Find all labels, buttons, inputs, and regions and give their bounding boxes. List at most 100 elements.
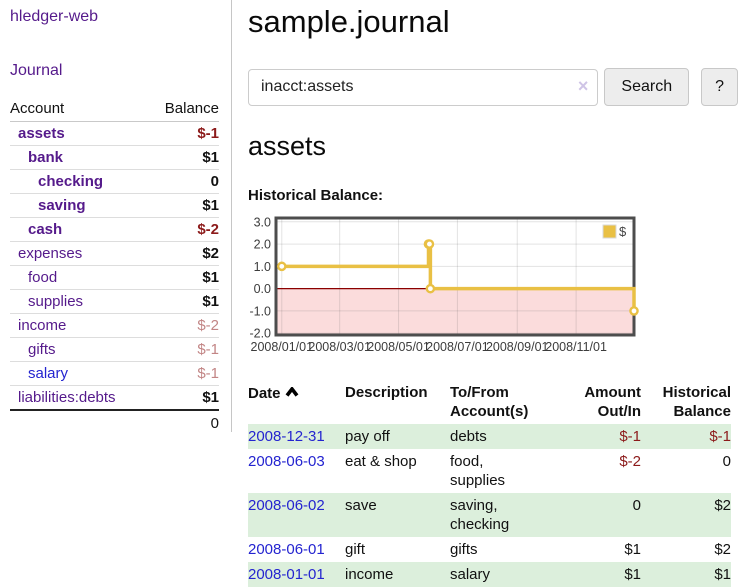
register-balance: $2 — [714, 541, 731, 558]
svg-text:$: $ — [619, 224, 627, 239]
accounts-table: Account Balance assets $-1 bank $1 check… — [10, 97, 219, 436]
svg-text:-2.0: -2.0 — [249, 327, 271, 341]
register-accounts: food, supplies — [450, 453, 506, 489]
svg-text:0.0: 0.0 — [254, 282, 271, 296]
register-amount: $1 — [624, 566, 641, 583]
main-content: sample.journal × Search ? assets Histori… — [248, 0, 738, 587]
register-accounts: salary — [450, 566, 491, 583]
svg-text:1.0: 1.0 — [254, 260, 271, 274]
account-balance: $1 — [148, 193, 219, 218]
register-header-accounts: To/From Account(s) — [450, 384, 529, 420]
account-row: gifts $-1 — [10, 337, 219, 362]
account-link[interactable]: assets — [18, 125, 65, 142]
account-row: cash $-2 — [10, 217, 219, 242]
register-description: income — [345, 566, 394, 583]
register-date-link[interactable]: 2008-06-03 — [248, 453, 325, 470]
register-header-date[interactable]: Date — [248, 380, 345, 424]
register-amount: 0 — [632, 497, 641, 514]
svg-text:2.0: 2.0 — [254, 238, 271, 252]
account-link[interactable]: supplies — [28, 293, 84, 310]
register-date-link[interactable]: 2008-12-31 — [248, 428, 325, 445]
help-button[interactable]: ? — [701, 68, 738, 106]
account-balance: $1 — [148, 265, 219, 290]
accounts-header-balance: Balance — [148, 97, 219, 122]
chart-label: Historical Balance: — [248, 187, 384, 204]
account-balance: $1 — [148, 385, 219, 411]
register-date-link[interactable]: 2008-06-02 — [248, 497, 325, 514]
account-link[interactable]: salary — [28, 365, 69, 382]
register-row: 2008-06-01 gift gifts $1 $2 — [248, 537, 731, 562]
svg-text:-1.0: -1.0 — [249, 304, 271, 318]
register-header-amount: Amount Out/In — [584, 384, 641, 420]
svg-text:2008/03/01: 2008/03/01 — [308, 340, 371, 354]
register-description: eat & shop — [345, 453, 417, 470]
account-balance: $-1 — [148, 361, 219, 386]
accounts-header-row: Account Balance — [10, 97, 219, 122]
register-accounts: debts — [450, 428, 487, 445]
account-link[interactable]: gifts — [28, 341, 56, 358]
account-balance: $-2 — [148, 217, 219, 242]
register-description: gift — [345, 541, 366, 558]
account-row: liabilities:debts $1 — [10, 385, 219, 411]
register-row: 2008-01-01 income salary $1 $1 — [248, 562, 731, 587]
account-link[interactable]: bank — [28, 149, 64, 166]
register-row: 2008-06-03 eat & shop food, supplies $-2… — [248, 449, 731, 493]
account-balance: $-1 — [148, 337, 219, 362]
svg-text:2008/01/01: 2008/01/01 — [251, 340, 314, 354]
register-row: 2008-06-02 save saving, checking 0 $2 — [248, 493, 731, 537]
page-title: sample.journal — [248, 4, 450, 39]
register-description: pay off — [345, 428, 390, 445]
account-row: saving $1 — [10, 193, 219, 218]
register-balance: $1 — [714, 566, 731, 583]
sidebar-item-journal[interactable]: Journal — [10, 62, 63, 79]
svg-text:2008/11/01: 2008/11/01 — [545, 340, 607, 354]
account-link[interactable]: expenses — [18, 245, 83, 262]
account-row: income $-2 — [10, 313, 219, 338]
account-link[interactable]: income — [18, 317, 67, 334]
register-accounts: saving, checking — [450, 497, 510, 533]
register-amount: $-1 — [619, 428, 641, 445]
register-date-link[interactable]: 2008-06-01 — [248, 541, 325, 558]
register-amount: $-2 — [619, 453, 641, 470]
account-balance: 0 — [148, 169, 219, 194]
register-row: 2008-12-31 pay off debts $-1 $-1 — [248, 424, 731, 449]
sort-ascending-icon — [285, 383, 299, 402]
account-row: assets $-1 — [10, 121, 219, 146]
account-row: supplies $1 — [10, 289, 219, 314]
svg-text:2008/07/01: 2008/07/01 — [426, 340, 489, 354]
accounts-header-account: Account — [10, 97, 149, 122]
accounts-total-row: 0 — [10, 409, 219, 436]
account-row: expenses $2 — [10, 241, 219, 266]
register-table: Date Description To/From Account(s) Amou… — [248, 380, 731, 587]
register-header-balance: Historical Balance — [662, 384, 731, 420]
account-balance: $1 — [148, 289, 219, 314]
account-balance: $1 — [148, 145, 219, 170]
register-header-description: Description — [345, 384, 428, 401]
svg-text:3.0: 3.0 — [254, 215, 271, 229]
account-link[interactable]: food — [28, 269, 58, 286]
register-accounts: gifts — [450, 541, 478, 558]
register-amount: $1 — [624, 541, 641, 558]
account-link[interactable]: checking — [38, 173, 104, 190]
sidebar: hledger-web Journal Account Balance asse… — [0, 0, 232, 436]
account-row: salary $-1 — [10, 361, 219, 386]
account-link[interactable]: liabilities:debts — [18, 389, 116, 406]
search-form: × Search ? — [248, 68, 738, 106]
app-brand-link[interactable]: hledger-web — [10, 8, 99, 25]
chart-canvas: $3.0 2.0 1.0 0.0 -1.0 -2.02008/01/012008/03/0… — [249, 215, 639, 354]
register-header-row: Date Description To/From Account(s) Amou… — [248, 380, 731, 424]
account-row: bank $1 — [10, 145, 219, 170]
clear-search-icon[interactable]: × — [577, 75, 589, 96]
register-balance: $-1 — [709, 428, 731, 445]
account-balance: $-1 — [148, 121, 219, 146]
account-link[interactable]: saving — [38, 197, 86, 214]
account-link[interactable]: cash — [28, 221, 63, 238]
svg-text:2008/09/01: 2008/09/01 — [486, 340, 549, 354]
register-balance: $2 — [714, 497, 731, 514]
account-balance: $2 — [148, 241, 219, 266]
search-button[interactable]: Search — [604, 68, 690, 106]
register-description: save — [345, 497, 377, 514]
search-input[interactable] — [248, 68, 599, 106]
register-date-link[interactable]: 2008-01-01 — [248, 566, 325, 583]
accounts-total-balance: 0 — [148, 409, 219, 436]
